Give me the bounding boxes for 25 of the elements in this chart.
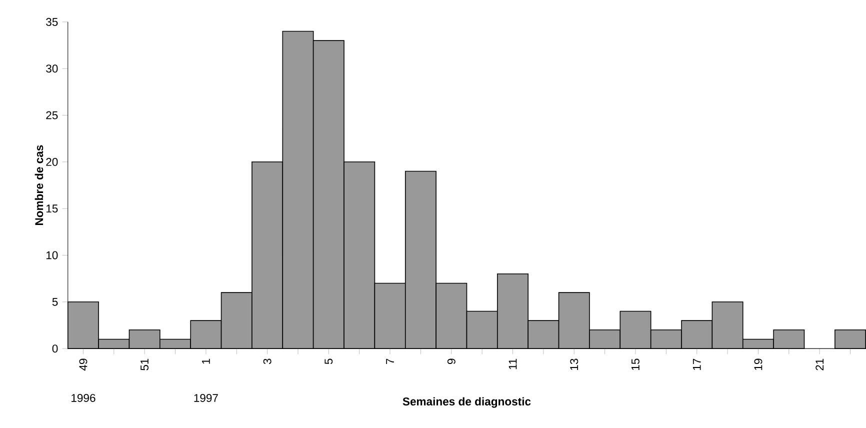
y-tick-label: 5 [52, 298, 58, 306]
x-tick-label: 19 [754, 358, 762, 370]
x-tick-label: 15 [632, 358, 640, 370]
x-tick-label: 5 [324, 358, 333, 364]
x-tick-label: 49 [79, 358, 88, 370]
y-tick-label: 15 [46, 204, 58, 212]
x-tick-label: 1 [202, 358, 210, 364]
x-tick-label: 17 [692, 358, 701, 370]
x-tick-label: 13 [570, 358, 578, 370]
x-tick-label: 3 [263, 358, 272, 364]
x-tick-label: 51 [140, 358, 149, 370]
text: 1997 [194, 394, 218, 402]
y-tick-label: 25 [46, 111, 58, 120]
text: 1996 [72, 394, 96, 402]
y-tick-label: 35 [46, 18, 58, 26]
y-tick-label: 0 [52, 344, 58, 352]
y-tick-label: 20 [46, 158, 58, 166]
x-axis-title: Semaines de diagnostic [402, 397, 531, 408]
x-tick-label: 11 [508, 358, 517, 370]
x-tick-label: 9 [447, 358, 456, 364]
x-tick-label: 21 [816, 358, 824, 370]
x-tick-label: 7 [386, 358, 394, 364]
y-tick-label: 10 [46, 251, 58, 260]
y-axis-title: Nombre de cas [34, 145, 44, 225]
y-tick-label: 30 [46, 64, 58, 72]
